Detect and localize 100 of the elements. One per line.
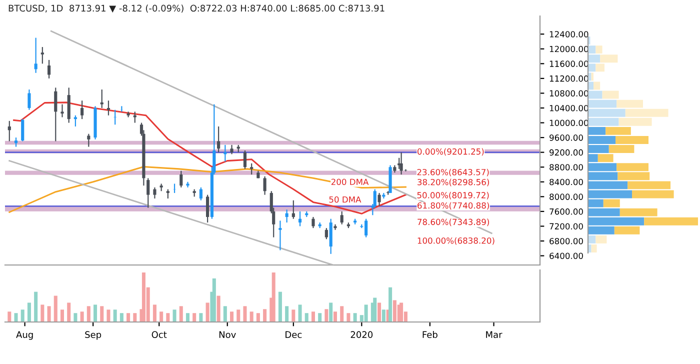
bar [47,306,51,322]
bar [166,313,170,322]
annotation: 200 DMA [331,178,369,186]
bar [120,313,124,322]
candlestick [40,46,44,64]
y-tick-label: 10800.00 [550,90,588,96]
bar [54,296,58,322]
candlestick [324,228,328,240]
y-tick-label: 6800.00 [550,238,583,244]
candlestick [74,114,77,128]
annotation: 50 DMA [329,196,362,203]
candlestick [340,210,344,225]
y-tick-label: 9200.00 [550,149,583,156]
candlestick [180,170,183,188]
bar [40,304,44,322]
y-tick-label: 8400.00 [550,178,583,186]
candlestick [60,104,64,118]
candlestick [206,194,210,224]
bar [311,312,315,322]
candlestick [21,118,24,142]
x-tick-label: Mar [486,331,502,338]
bar [256,313,260,322]
bar [60,310,64,322]
bar [594,82,600,90]
bar [263,309,267,322]
bar [34,292,38,322]
annotation: 78.60%(7343.89) [418,218,489,226]
bar [186,313,190,322]
annotation: 100.00%(6838.20) [418,237,494,245]
bar [304,313,308,322]
candlestick [378,192,381,206]
bar [603,199,620,208]
bar [152,304,156,322]
bar [373,298,377,322]
candlestick [278,220,282,251]
bar [100,306,104,322]
x-tick-label: 2020 [350,331,373,338]
candlestick [285,209,288,224]
candlestick [14,136,18,148]
x-tick-label: Dec [286,331,302,338]
y-tick-label: 10400.00 [550,104,588,112]
candlestick [8,120,11,142]
bar [243,306,247,322]
candlestick [34,37,38,74]
candlestick [153,186,156,200]
bar [292,310,296,322]
bar [216,296,220,322]
bar [80,312,84,322]
bar [392,300,396,322]
y-tick-label: 11600.00 [550,60,588,67]
candlestick [250,162,254,176]
bar [272,272,276,322]
bar [278,292,282,322]
y-tick-label: 12400.00 [550,31,588,38]
candlestick [217,126,220,153]
bar [236,310,240,322]
candlestick [263,176,266,196]
candlestick [292,200,295,220]
candlestick [47,59,51,79]
bar [318,313,322,322]
y-tick-label: 12000.00 [550,46,588,52]
bar [324,309,328,322]
bar [340,306,344,322]
y-tick-label: 11200.00 [550,75,588,82]
annotation: 23.60%(8643.57) [417,168,489,176]
x-tick-label: Aug [16,331,33,340]
bar [346,313,350,322]
bar [230,312,234,322]
bar [388,287,392,322]
bar [106,310,110,322]
y-tick-label: 10000.00 [550,120,588,126]
bar [86,306,90,322]
candlestick [87,133,90,148]
candlestick [298,210,302,227]
x-tick-label: Nov [219,331,236,338]
candlestick [146,178,150,208]
bar [298,304,302,322]
bar [329,302,333,322]
candlestick [243,150,247,170]
bar [179,306,183,322]
bar [126,313,130,322]
candlestick [28,88,31,110]
bar [382,310,386,322]
candlestick [54,87,58,142]
y-tick-label: 7200.00 [550,223,583,230]
bar [172,310,176,322]
bar [199,313,203,322]
annotation: 38.20%(8298.56) [418,178,489,186]
candlestick [400,152,403,176]
y-tick-label: 7600.00 [550,208,583,215]
bar [378,302,382,322]
chart-title: BTCUSD, 1D 8713.91 ▼ -8.12 (-0.09%) O:8722.03 H:8740.00 L:8685.00 C:8713.91 [8,4,384,13]
ref-line-label: 61.80%(7740.88) [418,202,489,210]
candlestick [230,144,234,155]
bar [400,302,404,322]
candlestick [80,100,84,120]
bar [353,313,357,322]
bar [614,226,640,234]
line-series [13,102,406,214]
bar [285,306,289,322]
